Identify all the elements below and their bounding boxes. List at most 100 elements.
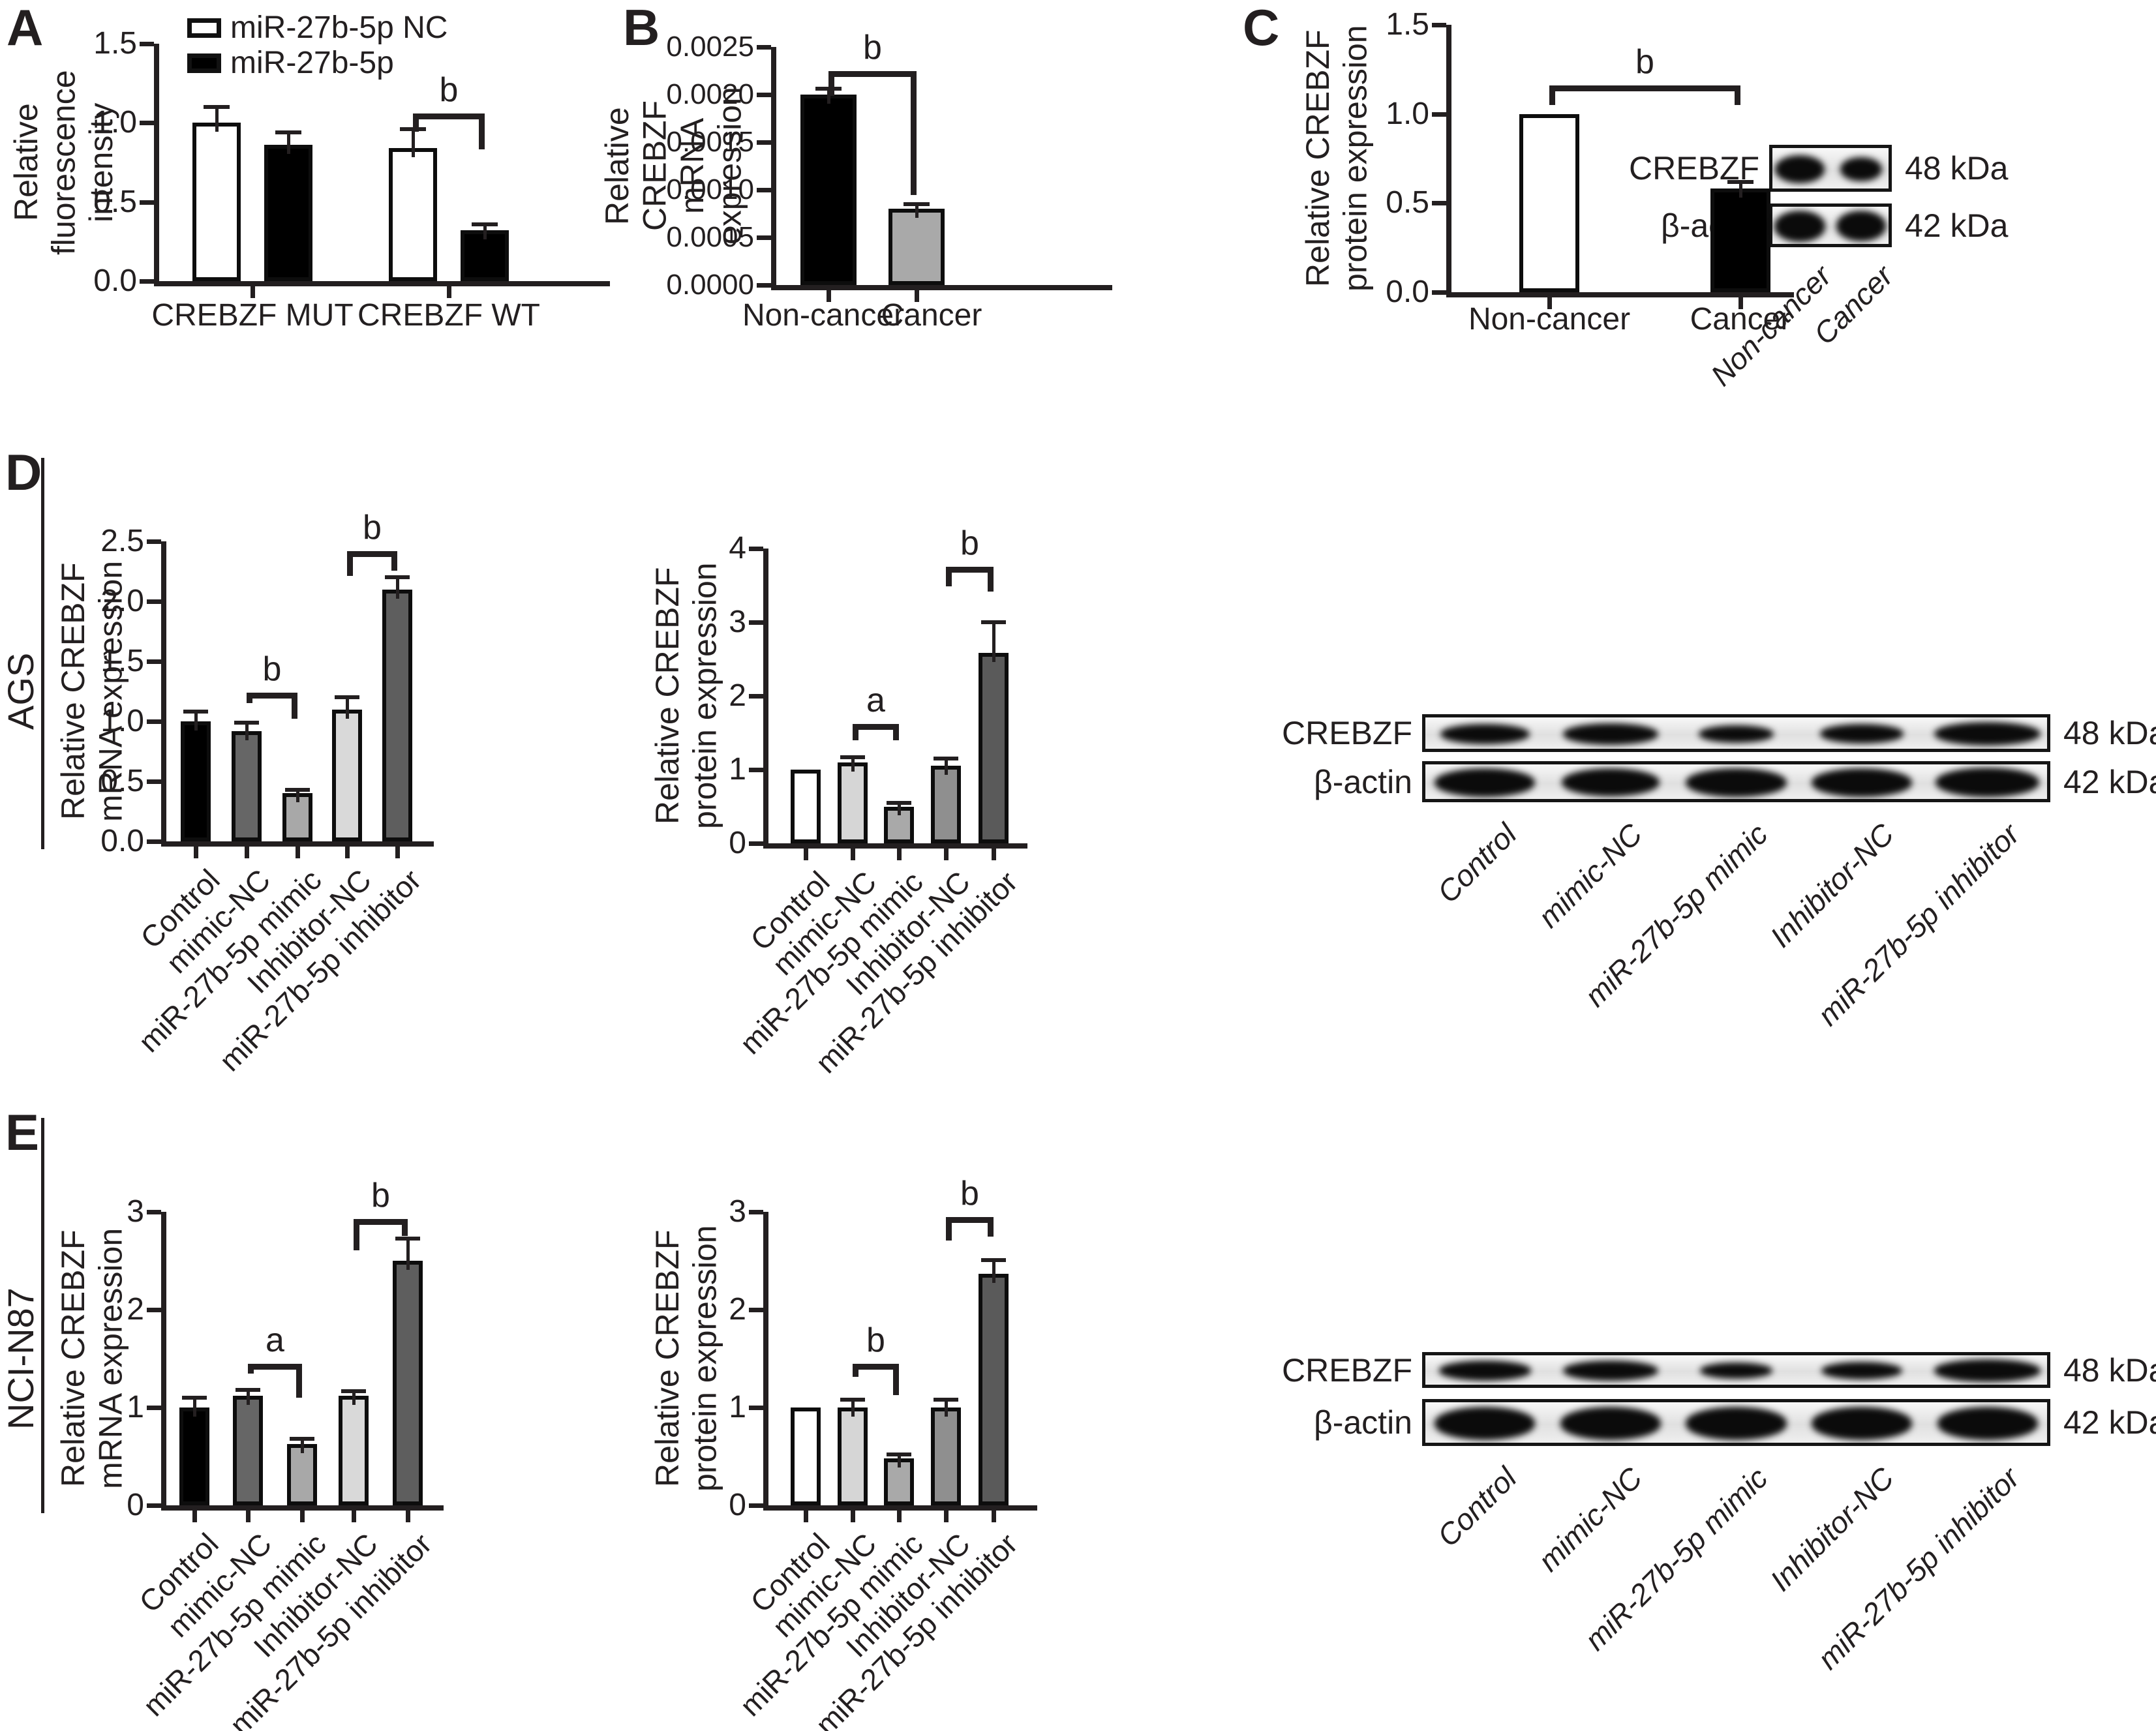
significance-label: b xyxy=(960,1174,979,1212)
error-bar xyxy=(215,107,219,132)
error-bar xyxy=(406,1238,410,1270)
significance-label: b xyxy=(863,28,882,67)
category-label: Non-cancer xyxy=(1468,302,1631,337)
y-tick-label: 0 xyxy=(729,826,746,860)
molecular-weight-label: 48 kDa xyxy=(1905,150,2009,187)
y-tick-label: 1 xyxy=(127,1390,144,1424)
molecular-weight-label: 48 kDa xyxy=(2063,1351,2156,1389)
x-tick xyxy=(827,289,831,302)
x-tick xyxy=(194,845,198,858)
bar xyxy=(800,95,857,285)
blot-band xyxy=(1435,1407,1536,1440)
significance-label: b xyxy=(439,70,459,109)
significance-bracket-leg xyxy=(248,1363,254,1374)
significance-bracket-leg xyxy=(911,70,917,195)
y-tick-label: 0.5 xyxy=(93,184,137,219)
y-tick-label: 1 xyxy=(729,752,746,787)
y-tick-label: 3 xyxy=(729,1194,746,1229)
y-tick xyxy=(1432,23,1446,27)
significance-bracket xyxy=(347,550,397,557)
axis-title: Relative CREBZF mRNA expression xyxy=(55,1227,129,1490)
error-bar xyxy=(851,1400,855,1417)
blot-band xyxy=(1775,155,1825,184)
error-cap xyxy=(235,1388,260,1392)
significance-bracket-leg xyxy=(893,1363,899,1395)
x-axis xyxy=(771,285,1112,290)
y-tick xyxy=(749,1308,763,1312)
x-tick xyxy=(804,847,808,860)
y-tick xyxy=(1432,201,1446,206)
y-tick xyxy=(147,659,161,664)
panel-letter-D: D xyxy=(5,444,42,501)
significance-bracket-leg xyxy=(853,723,858,740)
significance-label: b xyxy=(1635,42,1654,81)
significance-label: a xyxy=(266,1321,284,1359)
y-tick-label: 1.0 xyxy=(93,105,137,140)
significance-bracket-leg xyxy=(946,1216,952,1241)
significance-bracket xyxy=(853,1363,899,1370)
y-tick-label: 3 xyxy=(127,1194,144,1229)
y-axis xyxy=(1446,25,1451,292)
blot-band xyxy=(1934,721,2041,746)
legend-swatch xyxy=(187,53,221,73)
significance-bracket-leg xyxy=(988,567,994,592)
bar xyxy=(264,145,312,281)
error-cap xyxy=(275,130,301,134)
blot-band xyxy=(1836,211,1886,242)
bar xyxy=(1519,113,1579,292)
blot-row-label: CREBZF xyxy=(1282,715,1412,751)
y-tick-label: 0 xyxy=(729,1488,746,1522)
category-label: Cancer xyxy=(1690,302,1791,337)
y-tick-label: 2.0 xyxy=(100,584,144,618)
error-cap xyxy=(234,720,259,725)
molecular-weight-label: 42 kDa xyxy=(2063,1404,2156,1441)
bar xyxy=(332,709,362,841)
significance-bracket xyxy=(828,70,917,77)
blot-band xyxy=(1686,768,1787,797)
x-tick xyxy=(345,845,350,858)
blot-band xyxy=(1698,725,1774,743)
y-tick-label: 0.5 xyxy=(100,764,144,798)
y-tick-label: 0.0010 xyxy=(666,173,754,205)
blot-band xyxy=(1438,1361,1531,1381)
axis-title: Relative CREBZF protein expression xyxy=(649,562,723,830)
bar xyxy=(931,1407,961,1505)
y-tick xyxy=(147,1406,161,1410)
molecular-weight-label: 42 kDa xyxy=(2063,763,2156,800)
error-bar xyxy=(247,1390,250,1405)
y-tick xyxy=(147,1308,161,1312)
blot-band xyxy=(1937,1407,2038,1440)
significance-bracket xyxy=(946,567,994,573)
y-tick-label: 1 xyxy=(729,1390,746,1424)
error-bar xyxy=(193,1398,196,1417)
significance-bracket-leg xyxy=(247,692,252,703)
category-label: Cancer xyxy=(881,298,982,333)
y-tick-label: 2 xyxy=(729,678,746,713)
blot-band xyxy=(1936,768,2039,798)
y-tick-label: 0.0015 xyxy=(666,126,754,158)
error-bar xyxy=(898,802,901,816)
significance-label: b xyxy=(960,524,979,563)
error-bar xyxy=(851,757,855,772)
x-tick xyxy=(406,1509,410,1522)
y-tick-label: 1.5 xyxy=(100,644,144,678)
significance-bracket-leg xyxy=(1735,85,1740,105)
bar xyxy=(393,1261,423,1505)
bar xyxy=(233,1396,263,1505)
blot-band xyxy=(1700,1362,1772,1379)
x-tick xyxy=(296,845,300,858)
x-tick xyxy=(246,1509,251,1522)
blot-band xyxy=(1563,1360,1658,1381)
y-tick xyxy=(1432,112,1446,117)
error-cap xyxy=(183,710,208,714)
error-bar xyxy=(1739,181,1742,198)
significance-bracket-leg xyxy=(893,723,899,740)
y-tick xyxy=(147,779,161,784)
error-cap xyxy=(934,1398,958,1402)
blot-band xyxy=(1821,1361,1902,1380)
blot-band xyxy=(1812,1407,1913,1440)
bar xyxy=(179,1407,209,1505)
y-tick xyxy=(757,188,771,192)
bar xyxy=(838,1407,868,1505)
cell-line-label-NCI-N87: NCI-N87 xyxy=(0,1287,41,1430)
